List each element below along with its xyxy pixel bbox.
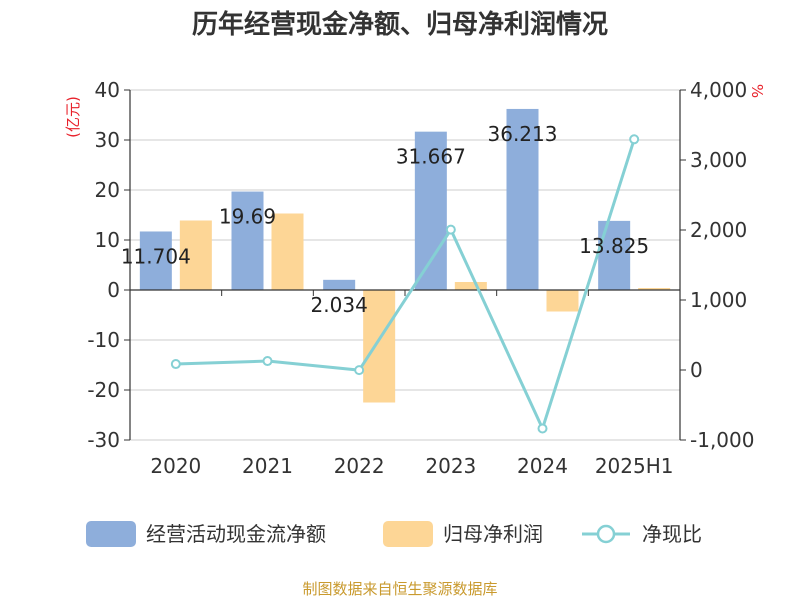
cashflow-bar-2022 xyxy=(323,279,356,290)
legend-swatch xyxy=(383,521,433,547)
x-tick-label-2023: 2023 xyxy=(425,454,476,478)
legend-item-1[interactable]: 归母净利润 xyxy=(383,521,543,547)
left-tick-label-4: 0 xyxy=(107,278,120,302)
right-tick-label-2: 2,000 xyxy=(690,218,747,242)
cashflow-label-2021: 19.69 xyxy=(219,205,276,229)
cashflow-label-2023: 31.667 xyxy=(396,145,466,169)
source-note: 制图数据来自恒生聚源数据库 xyxy=(302,580,497,598)
profit-bar-2021 xyxy=(271,213,304,290)
legend-item-2[interactable]: 净现比 xyxy=(582,522,702,546)
legend[interactable]: 经营活动现金流净额 归母净利润 净现比 xyxy=(86,521,702,547)
axes: 40 30 20 10 0 -10 -20 -30 4,000 3,000 2,000 1,000 0 -… xyxy=(87,78,754,478)
x-tick-label-2021: 2021 xyxy=(242,454,293,478)
left-tick-label-2: 20 xyxy=(95,178,120,202)
ratio-point-2025H1 xyxy=(629,134,640,145)
ratio-point-2020 xyxy=(170,359,181,370)
cashflow-label-2022: 2.034 xyxy=(311,293,368,317)
profit-bar-2023 xyxy=(454,282,487,290)
left-tick-label-5: -10 xyxy=(87,328,120,352)
profit-bar-2025H1 xyxy=(638,288,671,290)
ratio-polyline xyxy=(175,138,636,433)
legend-item-0[interactable]: 经营活动现金流净额 xyxy=(86,521,326,547)
cashflow-bar-2021 xyxy=(231,191,264,290)
cashflow-label-2024: 36.213 xyxy=(488,122,558,146)
left-tick-label-7: -30 xyxy=(87,428,120,452)
x-tick-label-2020: 2020 xyxy=(150,454,201,478)
legend-label: 经营活动现金流净额 xyxy=(146,522,326,546)
legend-label: 净现比 xyxy=(642,522,702,546)
ratio-point-2023 xyxy=(445,224,456,235)
left-tick-label-1: 30 xyxy=(95,128,120,152)
ratio-point-2024 xyxy=(537,423,548,434)
gridlines xyxy=(130,89,680,441)
right-tick-label-3: 1,000 xyxy=(690,288,747,312)
cashflow-bar-2023 xyxy=(414,131,447,290)
x-tick-label-2024: 2024 xyxy=(517,454,568,478)
left-tick-label-0: 40 xyxy=(95,78,120,102)
left-tick-label-6: -20 xyxy=(87,378,120,402)
x-tick-label-2025H1: 2025H1 xyxy=(595,454,674,478)
cashflow-bar-2020 xyxy=(139,231,172,290)
legend-label: 归母净利润 xyxy=(443,522,543,546)
bars xyxy=(139,108,671,403)
data-labels: 11.704 19.69 2.034 31.667 36.213 13.825 xyxy=(121,122,649,317)
ratio-point-2021 xyxy=(262,356,273,367)
right-tick-label-0: 4,000 xyxy=(690,78,747,102)
ratio-line xyxy=(170,134,640,434)
chart-title: 历年经营现金净额、归母净利润情况 xyxy=(192,9,608,40)
ratio-point-2022 xyxy=(354,365,365,376)
cashflow-bar-2024 xyxy=(506,108,539,290)
legend-swatch-marker xyxy=(596,524,616,544)
profit-bar-2020 xyxy=(179,220,212,290)
x-tick-label-2022: 2022 xyxy=(334,454,385,478)
right-axis-unit: % xyxy=(748,84,766,98)
left-tick-label-3: 10 xyxy=(95,228,120,252)
left-axis-unit: (亿元) xyxy=(64,96,82,138)
profit-bar-2022 xyxy=(363,290,396,403)
right-tick-label-4: 0 xyxy=(690,358,703,382)
right-tick-label-1: 3,000 xyxy=(690,148,747,172)
cashflow-label-2020: 11.704 xyxy=(121,244,191,268)
legend-swatch xyxy=(86,521,136,547)
cashflow-label-2025H1: 13.825 xyxy=(579,234,649,258)
right-tick-label-5: -1,000 xyxy=(690,428,754,452)
profit-bar-2024 xyxy=(546,290,579,312)
